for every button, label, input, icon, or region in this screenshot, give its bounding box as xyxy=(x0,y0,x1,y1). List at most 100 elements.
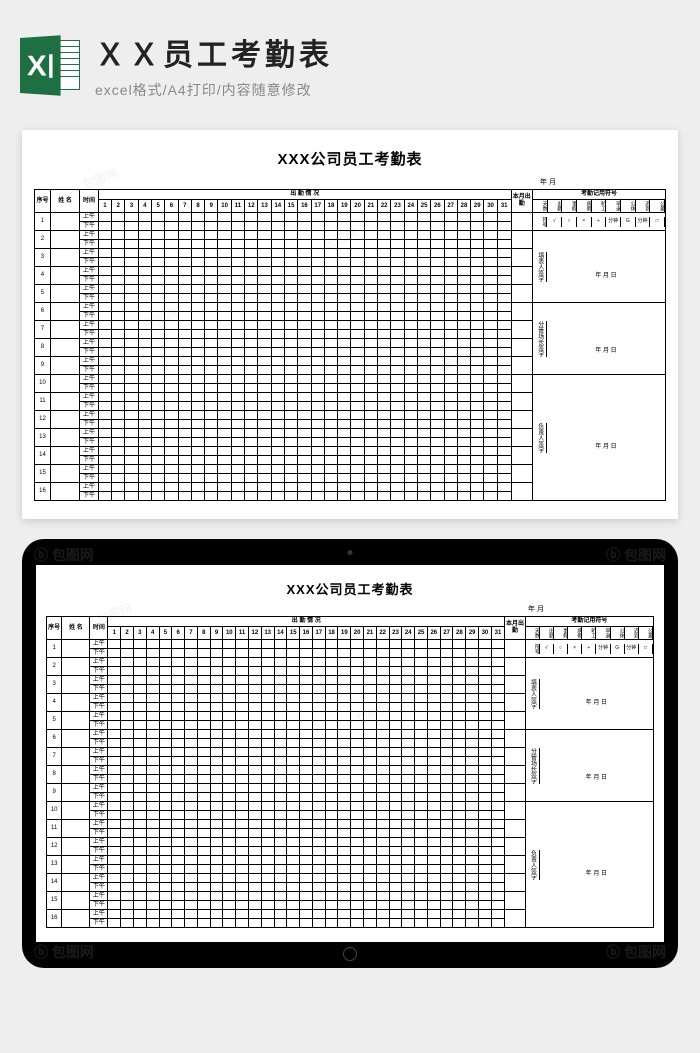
name-cell[interactable] xyxy=(62,856,90,874)
att-cell[interactable] xyxy=(274,667,287,676)
att-cell[interactable] xyxy=(300,730,313,739)
att-cell[interactable] xyxy=(417,447,430,456)
att-cell[interactable] xyxy=(324,447,337,456)
att-cell[interactable] xyxy=(471,339,484,348)
att-cell[interactable] xyxy=(402,847,415,856)
att-cell[interactable] xyxy=(108,658,121,667)
att-cell[interactable] xyxy=(440,721,453,730)
att-cell[interactable] xyxy=(497,492,511,501)
att-cell[interactable] xyxy=(205,312,218,321)
att-cell[interactable] xyxy=(471,402,484,411)
att-cell[interactable] xyxy=(205,339,218,348)
att-cell[interactable] xyxy=(300,676,313,685)
att-cell[interactable] xyxy=(125,492,138,501)
att-cell[interactable] xyxy=(210,712,223,721)
att-cell[interactable] xyxy=(415,640,428,649)
att-cell[interactable] xyxy=(351,748,364,757)
att-cell[interactable] xyxy=(258,474,271,483)
att-cell[interactable] xyxy=(138,429,151,438)
att-cell[interactable] xyxy=(178,240,191,249)
att-cell[interactable] xyxy=(172,658,185,667)
att-cell[interactable] xyxy=(236,838,249,847)
att-cell[interactable] xyxy=(125,294,138,303)
att-cell[interactable] xyxy=(258,258,271,267)
att-cell[interactable] xyxy=(298,249,311,258)
att-cell[interactable] xyxy=(236,721,249,730)
att-cell[interactable] xyxy=(324,321,337,330)
att-cell[interactable] xyxy=(138,366,151,375)
att-cell[interactable] xyxy=(236,919,249,928)
att-cell[interactable] xyxy=(231,339,244,348)
att-cell[interactable] xyxy=(133,658,146,667)
att-cell[interactable] xyxy=(138,285,151,294)
att-cell[interactable] xyxy=(376,658,389,667)
att-cell[interactable] xyxy=(378,303,391,312)
att-cell[interactable] xyxy=(431,240,444,249)
att-cell[interactable] xyxy=(261,874,274,883)
att-cell[interactable] xyxy=(133,730,146,739)
att-cell[interactable] xyxy=(364,393,377,402)
att-cell[interactable] xyxy=(121,865,134,874)
att-cell[interactable] xyxy=(284,231,297,240)
att-cell[interactable] xyxy=(444,393,457,402)
att-cell[interactable] xyxy=(108,811,121,820)
att-cell[interactable] xyxy=(440,775,453,784)
att-cell[interactable] xyxy=(364,910,377,919)
att-cell[interactable] xyxy=(324,231,337,240)
att-cell[interactable] xyxy=(258,402,271,411)
att-cell[interactable] xyxy=(298,375,311,384)
att-cell[interactable] xyxy=(453,748,466,757)
att-cell[interactable] xyxy=(376,784,389,793)
att-cell[interactable] xyxy=(191,492,204,501)
month-att-cell[interactable] xyxy=(505,874,525,892)
att-cell[interactable] xyxy=(98,249,111,258)
att-cell[interactable] xyxy=(457,258,470,267)
att-cell[interactable] xyxy=(391,375,404,384)
att-cell[interactable] xyxy=(133,649,146,658)
att-cell[interactable] xyxy=(152,312,165,321)
att-cell[interactable] xyxy=(274,856,287,865)
att-cell[interactable] xyxy=(415,793,428,802)
att-cell[interactable] xyxy=(236,712,249,721)
att-cell[interactable] xyxy=(364,276,377,285)
att-cell[interactable] xyxy=(300,712,313,721)
att-cell[interactable] xyxy=(431,321,444,330)
att-cell[interactable] xyxy=(364,420,377,429)
att-cell[interactable] xyxy=(444,321,457,330)
att-cell[interactable] xyxy=(497,402,511,411)
att-cell[interactable] xyxy=(311,456,324,465)
att-cell[interactable] xyxy=(178,258,191,267)
att-cell[interactable] xyxy=(479,658,492,667)
att-cell[interactable] xyxy=(146,784,159,793)
att-cell[interactable] xyxy=(402,748,415,757)
att-cell[interactable] xyxy=(300,811,313,820)
name-cell[interactable] xyxy=(50,375,79,393)
att-cell[interactable] xyxy=(312,775,325,784)
att-cell[interactable] xyxy=(197,865,210,874)
att-cell[interactable] xyxy=(261,766,274,775)
att-cell[interactable] xyxy=(391,474,404,483)
att-cell[interactable] xyxy=(146,748,159,757)
att-cell[interactable] xyxy=(172,901,185,910)
att-cell[interactable] xyxy=(165,339,178,348)
att-cell[interactable] xyxy=(178,420,191,429)
att-cell[interactable] xyxy=(258,348,271,357)
att-cell[interactable] xyxy=(431,420,444,429)
name-cell[interactable] xyxy=(62,910,90,928)
att-cell[interactable] xyxy=(466,856,479,865)
att-cell[interactable] xyxy=(133,883,146,892)
name-cell[interactable] xyxy=(50,483,79,501)
att-cell[interactable] xyxy=(261,856,274,865)
att-cell[interactable] xyxy=(404,465,417,474)
att-cell[interactable] xyxy=(338,222,351,231)
att-cell[interactable] xyxy=(351,847,364,856)
att-cell[interactable] xyxy=(298,276,311,285)
att-cell[interactable] xyxy=(197,739,210,748)
att-cell[interactable] xyxy=(391,285,404,294)
att-cell[interactable] xyxy=(258,267,271,276)
att-cell[interactable] xyxy=(338,447,351,456)
att-cell[interactable] xyxy=(324,366,337,375)
att-cell[interactable] xyxy=(484,294,497,303)
att-cell[interactable] xyxy=(205,303,218,312)
att-cell[interactable] xyxy=(223,793,236,802)
